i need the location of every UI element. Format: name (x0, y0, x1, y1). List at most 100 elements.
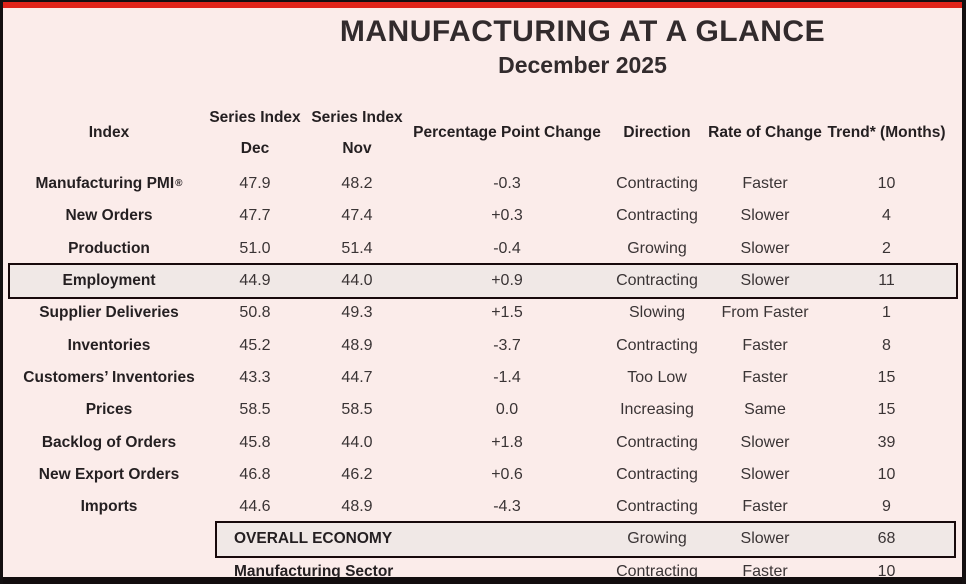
index-label: Customers’ Inventories (23, 368, 195, 386)
trend-value: 10 (877, 562, 896, 580)
dec-value: 45.8 (239, 433, 271, 451)
dec-value: 51.0 (239, 239, 271, 257)
trend-value: 2 (882, 239, 891, 257)
direction-value: Contracting (616, 272, 698, 290)
rate-value: Same (744, 401, 786, 419)
trend-value: 39 (877, 433, 896, 451)
trend-value: 11 (878, 272, 895, 290)
trend-value: 10 (877, 465, 896, 483)
masthead: MANUFACTURING AT A GLANCE December 2025 (3, 14, 962, 80)
rate-value: Faster (742, 175, 788, 193)
direction-value: Slowing (628, 304, 686, 322)
dec-value: 45.2 (239, 336, 271, 354)
nov-value: 44.0 (341, 433, 373, 451)
column-header-trend: Trend* (Months) (827, 124, 946, 141)
table-row-customers-inventories: Customers’ Inventories 43.3 44.7 -1.4 To… (3, 362, 962, 394)
table-row-manufacturing-sector: Manufacturing Sector Contracting Faster … (3, 556, 962, 584)
rate-value: Slower (740, 272, 790, 290)
change-value: +0.3 (491, 207, 523, 225)
direction-value: Contracting (616, 336, 698, 354)
index-label: Inventories (67, 336, 151, 354)
index-label: Production (68, 239, 150, 257)
change-value: +0.6 (491, 465, 523, 483)
direction-value: Contracting (616, 433, 698, 451)
dec-value: 44.9 (239, 272, 271, 290)
index-label: New Export Orders (38, 465, 180, 483)
summary-label: Manufacturing Sector (234, 562, 394, 580)
column-header-series-index-dec: Series Index Dec (209, 108, 301, 157)
nov-value: 48.9 (341, 498, 373, 516)
table-row-manufacturing-pmi: Manufacturing PMI ® 47.9 48.2 -0.3 Contra… (3, 168, 962, 200)
direction-value: Contracting (616, 498, 698, 516)
nov-value: 44.0 (341, 272, 373, 290)
rate-value: Slower (740, 465, 790, 483)
direction-value: Contracting (616, 465, 698, 483)
index-label: Supplier Deliveries (39, 304, 179, 322)
direction-value: Increasing (620, 401, 694, 419)
table-row-overall-economy-highlighted: OVERALL ECONOMY Growing Slower 68 (3, 521, 962, 558)
change-value: -4.3 (493, 498, 521, 516)
nov-value: 48.2 (341, 175, 373, 193)
nov-value: 51.4 (341, 239, 373, 257)
direction-value: Growing (627, 239, 687, 257)
direction-value: Growing (627, 530, 687, 548)
nov-value: 47.4 (341, 207, 373, 225)
trend-value: 9 (882, 498, 891, 516)
change-value: -1.4 (493, 368, 521, 386)
page-title: MANUFACTURING AT A GLANCE (339, 15, 826, 48)
top-red-accent-bar (3, 0, 962, 8)
table-row-production: Production 51.0 51.4 -0.4 Growing Slower… (3, 233, 962, 265)
trend-value: 4 (882, 207, 891, 225)
change-value: -3.7 (493, 336, 521, 354)
trend-value: 68 (877, 530, 896, 548)
table-row-supplier-deliveries: Supplier Deliveries 50.8 49.3 +1.5 Slowi… (3, 297, 962, 329)
table-header-row: Index Series Index Dec Series Index Nov … (3, 106, 962, 160)
bottom-black-bar (3, 577, 962, 584)
table-row-new-orders: New Orders 47.7 47.4 +0.3 Contracting Sl… (3, 200, 962, 232)
direction-value: Too Low (627, 368, 687, 386)
rate-value: Faster (742, 336, 788, 354)
rate-value: Slower (740, 207, 790, 225)
rate-value: Slower (740, 530, 790, 548)
glance-table: Index Series Index Dec Series Index Nov … (3, 106, 962, 584)
nov-value: 58.5 (341, 401, 373, 419)
dec-value: 44.6 (239, 498, 271, 516)
change-value: -0.3 (493, 175, 521, 193)
column-header-series-index-nov: Series Index Nov (311, 108, 403, 157)
index-label: Prices (85, 401, 133, 419)
rate-value: Faster (742, 498, 788, 516)
page-subtitle: December 2025 (498, 52, 667, 78)
index-label: Imports (80, 498, 138, 516)
table-row-imports: Imports 44.6 48.9 -4.3 Contracting Faste… (3, 491, 962, 523)
dec-value: 58.5 (239, 401, 271, 419)
rate-value: Faster (742, 562, 788, 580)
rate-value: From Faster (721, 304, 809, 322)
dec-value: 47.7 (239, 207, 271, 225)
table-row-prices: Prices 58.5 58.5 0.0 Increasing Same 15 (3, 394, 962, 426)
trend-value: 1 (882, 304, 891, 322)
nov-value: 49.3 (341, 304, 373, 322)
direction-value: Contracting (616, 175, 698, 193)
nov-value: 48.9 (341, 336, 373, 354)
index-label: New Orders (65, 207, 153, 225)
change-value: +1.8 (491, 433, 523, 451)
change-value: +1.5 (491, 304, 523, 322)
table-body: Manufacturing PMI ® 47.9 48.2 -0.3 Contra… (3, 168, 962, 584)
direction-value: Contracting (616, 562, 698, 580)
trend-value: 8 (882, 336, 891, 354)
column-header-rate: Rate of Change (708, 124, 822, 141)
change-value: +0.9 (491, 272, 523, 290)
change-value: -0.4 (493, 239, 521, 257)
column-header-index: Index (88, 124, 130, 141)
table-row-inventories: Inventories 45.2 48.9 -3.7 Contracting F… (3, 329, 962, 361)
column-header-change: Percentage Point Change (413, 124, 601, 141)
trend-value: 15 (877, 401, 896, 419)
trend-value: 15 (877, 368, 896, 386)
trend-value: 10 (877, 175, 896, 193)
dec-value: 43.3 (239, 368, 271, 386)
rate-value: Faster (742, 368, 788, 386)
dec-value: 47.9 (239, 175, 271, 193)
dec-value: 50.8 (239, 304, 271, 322)
index-label: Manufacturing PMI ® (35, 175, 183, 193)
change-value: 0.0 (495, 401, 519, 419)
